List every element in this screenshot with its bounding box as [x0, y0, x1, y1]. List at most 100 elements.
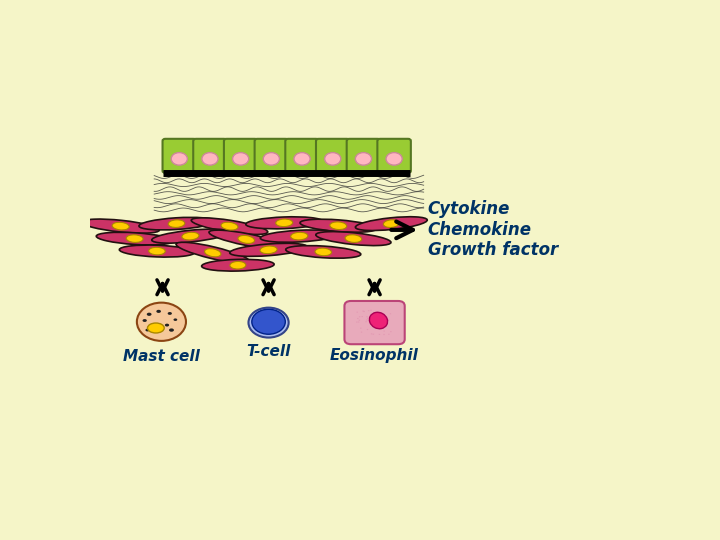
FancyBboxPatch shape	[344, 301, 405, 344]
Text: T-cell: T-cell	[246, 344, 291, 359]
Ellipse shape	[386, 153, 402, 165]
Ellipse shape	[381, 326, 382, 327]
Ellipse shape	[360, 328, 361, 329]
Ellipse shape	[221, 222, 238, 230]
Ellipse shape	[169, 328, 174, 332]
Ellipse shape	[151, 323, 155, 327]
Ellipse shape	[276, 219, 292, 227]
Ellipse shape	[260, 246, 277, 254]
Ellipse shape	[383, 220, 400, 227]
Ellipse shape	[171, 153, 187, 165]
Text: Eosinophil: Eosinophil	[330, 348, 419, 363]
Text: Cytokine: Cytokine	[428, 200, 510, 219]
Ellipse shape	[96, 232, 173, 245]
Ellipse shape	[209, 230, 284, 249]
Ellipse shape	[373, 314, 374, 315]
Ellipse shape	[168, 220, 185, 227]
Ellipse shape	[174, 319, 177, 321]
Ellipse shape	[377, 323, 379, 325]
Ellipse shape	[390, 331, 392, 332]
Ellipse shape	[147, 313, 151, 316]
Ellipse shape	[345, 235, 361, 242]
Ellipse shape	[371, 324, 372, 325]
Ellipse shape	[252, 309, 285, 334]
FancyBboxPatch shape	[316, 139, 349, 173]
Ellipse shape	[366, 316, 368, 318]
Ellipse shape	[182, 232, 199, 240]
FancyBboxPatch shape	[255, 139, 288, 173]
Ellipse shape	[145, 329, 150, 332]
Ellipse shape	[316, 232, 391, 246]
Ellipse shape	[330, 222, 347, 230]
FancyBboxPatch shape	[163, 139, 196, 173]
Ellipse shape	[192, 218, 268, 234]
Ellipse shape	[383, 334, 384, 335]
Ellipse shape	[371, 323, 372, 325]
Ellipse shape	[361, 316, 363, 317]
Ellipse shape	[359, 320, 360, 321]
Ellipse shape	[148, 323, 164, 333]
Ellipse shape	[143, 319, 147, 322]
Ellipse shape	[291, 232, 308, 240]
Ellipse shape	[286, 246, 361, 258]
Ellipse shape	[364, 311, 365, 312]
Ellipse shape	[139, 217, 214, 230]
Ellipse shape	[356, 217, 427, 231]
Ellipse shape	[378, 311, 380, 312]
Ellipse shape	[137, 302, 186, 341]
Ellipse shape	[357, 318, 359, 319]
Text: Chemokine: Chemokine	[428, 221, 531, 239]
Ellipse shape	[152, 229, 229, 243]
Ellipse shape	[388, 334, 390, 335]
Ellipse shape	[383, 314, 385, 315]
Ellipse shape	[377, 314, 378, 315]
Ellipse shape	[365, 321, 367, 322]
Ellipse shape	[356, 153, 372, 165]
Ellipse shape	[168, 312, 172, 315]
Ellipse shape	[379, 322, 380, 323]
Ellipse shape	[362, 310, 364, 312]
Ellipse shape	[374, 323, 376, 324]
Ellipse shape	[361, 332, 362, 333]
Ellipse shape	[368, 310, 369, 311]
Ellipse shape	[383, 330, 385, 332]
FancyBboxPatch shape	[347, 139, 380, 173]
Ellipse shape	[356, 321, 358, 322]
Ellipse shape	[126, 235, 143, 242]
Ellipse shape	[372, 325, 374, 326]
Ellipse shape	[176, 242, 249, 263]
Ellipse shape	[373, 312, 374, 314]
Text: Growth factor: Growth factor	[428, 241, 558, 259]
Ellipse shape	[356, 312, 358, 313]
Ellipse shape	[230, 244, 307, 256]
Ellipse shape	[264, 153, 279, 165]
Ellipse shape	[261, 230, 338, 242]
FancyBboxPatch shape	[224, 139, 258, 173]
Ellipse shape	[379, 334, 380, 335]
Ellipse shape	[233, 153, 248, 165]
Ellipse shape	[120, 245, 194, 257]
Ellipse shape	[238, 235, 255, 244]
FancyBboxPatch shape	[377, 139, 411, 173]
Ellipse shape	[156, 310, 161, 313]
Ellipse shape	[371, 333, 372, 334]
Ellipse shape	[367, 318, 369, 319]
Ellipse shape	[359, 316, 361, 318]
Ellipse shape	[294, 153, 310, 165]
Ellipse shape	[202, 153, 218, 165]
Ellipse shape	[248, 308, 289, 338]
Ellipse shape	[366, 329, 368, 330]
Ellipse shape	[366, 319, 368, 321]
Ellipse shape	[325, 153, 341, 165]
Ellipse shape	[388, 319, 390, 321]
Ellipse shape	[300, 219, 377, 232]
Ellipse shape	[165, 323, 169, 327]
Ellipse shape	[204, 248, 221, 257]
Ellipse shape	[112, 222, 129, 230]
Ellipse shape	[82, 219, 159, 233]
Ellipse shape	[246, 217, 323, 229]
Ellipse shape	[376, 322, 377, 323]
Text: Mast cell: Mast cell	[123, 349, 200, 364]
FancyBboxPatch shape	[285, 139, 319, 173]
Ellipse shape	[369, 312, 387, 329]
